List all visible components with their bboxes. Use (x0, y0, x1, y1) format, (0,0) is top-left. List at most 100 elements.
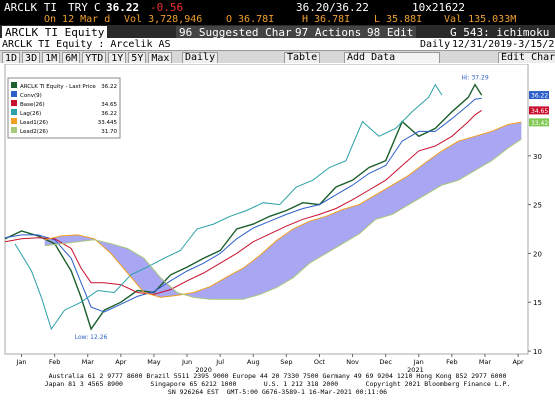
menu-bar: ARCLK TI Equity 96 Suggested Charts 97 A… (0, 25, 555, 38)
security-name: ARCLK TI Equity : Arcelik AS (2, 39, 171, 50)
x-tick-label: Feb (49, 358, 61, 366)
legend-label: Conv(9) (20, 93, 42, 99)
edit-chart-button[interactable]: Edit Chart (498, 52, 555, 63)
legend-value: 34.65 (101, 102, 117, 108)
menu-item[interactable]: 98 Edit (364, 26, 417, 38)
low: L 35.88I (374, 14, 423, 25)
change: -0.56 (150, 1, 184, 13)
range-buttons: 1D 3D 1M 6M YTD 1Y 5Y Max (2, 52, 174, 63)
y-tick-label: 15 (533, 299, 542, 307)
value-tag (529, 106, 549, 115)
size: 10x21622 (412, 1, 465, 13)
range-button[interactable]: 1D (2, 52, 21, 63)
y-tick-label: 25 (533, 202, 542, 210)
range-button[interactable]: 1Y (108, 52, 127, 63)
x-tick-label: Dec (379, 358, 392, 366)
range-button[interactable]: 5Y (128, 52, 147, 63)
value-tag (529, 118, 549, 127)
x-tick-label: Sep (280, 358, 292, 366)
footer-line: Australia 61 2 9777 8600 Brazil 5511 239… (48, 372, 507, 380)
series-line (44, 138, 522, 300)
price: 36.22 (106, 1, 140, 13)
period: Daily (420, 39, 451, 50)
high: H 36.78I (302, 14, 351, 25)
legend: ARCLK TI Equity - Last Price 36.22 Conv(9)… (7, 77, 121, 139)
legend-value: 31.70 (101, 129, 117, 135)
legend-value: 36.22 (101, 84, 117, 90)
ticker: ARCLK TI (4, 1, 57, 13)
y-tick-label: 20 (533, 250, 542, 258)
x-tick-label: Mar (82, 358, 95, 366)
legend-swatch (11, 82, 17, 88)
bid-ask: 36.20/36.22 (296, 1, 369, 13)
legend-value: 36.22 (101, 111, 117, 117)
table-button[interactable]: Table (284, 52, 321, 63)
range-button[interactable]: YTD (82, 52, 107, 63)
quote-bar: ARCLK TI TRY C 36.22 -0.56 36.20/36.22 1… (0, 0, 555, 13)
value-traded: Val 135.033M (444, 14, 517, 25)
currency: TRY (68, 1, 88, 13)
toolbar: 1D 3D 1M 6M YTD 1Y 5Y Max Daily Table Add Data … (0, 51, 555, 63)
range-button[interactable]: Max (148, 52, 173, 63)
add-data-field[interactable]: Add Data (344, 52, 440, 63)
legend-swatch (11, 91, 17, 97)
value-tag-label: 36.22 (531, 93, 548, 100)
frequency-dropdown[interactable]: Daily (182, 52, 219, 63)
legend-swatch (11, 109, 17, 115)
range-button[interactable]: 1M (42, 52, 61, 63)
x-tick-label: Mar (479, 358, 492, 366)
x-tick-label: Jan (16, 358, 27, 366)
annotation: Low: 12.26 (75, 334, 108, 341)
series-line (44, 121, 522, 298)
open: O 36.78I (226, 14, 275, 25)
title-bar: ARCLK TI Equity : Arcelik AS Daily 12/31… (0, 38, 555, 51)
x-tick-label: Oct (314, 358, 326, 366)
value-tag-label: 33.42 (531, 120, 548, 127)
page-code: G 543: ichimoku (450, 26, 550, 38)
y-tick-label: 30 (533, 153, 542, 161)
legend-swatch (11, 127, 17, 133)
series-line (5, 109, 482, 295)
x-tick-label: Apr (115, 358, 127, 366)
footer-line: SN 926264 EST GMT-5:00 G676-3589-1 16-Ma… (167, 388, 388, 396)
legend-label: Base(26) (20, 102, 45, 108)
legend-box (7, 77, 121, 139)
date-line: On 12 Mar d (44, 14, 111, 25)
menu-item[interactable]: 97 Actions (292, 26, 365, 38)
x-tick-label: Jan (413, 358, 424, 366)
x-tick-label: Nov (346, 358, 359, 366)
value-tag-label: 34.65 (531, 108, 548, 115)
security-field[interactable]: ARCLK TI Equity (2, 26, 108, 38)
x-tick-label: May (147, 358, 161, 366)
annotation: Hi: 37.29 (461, 75, 488, 82)
series-line (14, 83, 443, 331)
legend-swatch (11, 118, 17, 124)
legend-swatch (11, 100, 17, 106)
series-line (5, 83, 483, 331)
volume: Vol 3,728,946 (124, 14, 203, 25)
x-tick-label: Jul (215, 358, 224, 366)
range-button[interactable]: 3D (22, 52, 41, 63)
range-button[interactable]: 6M (62, 52, 81, 63)
stats-bar: On 12 Mar d Vol 3,728,946 O 36.78I H 36.… (0, 13, 555, 25)
legend-label: Lead2(26) (20, 129, 48, 135)
footer-line: Japan 81 3 4565 8900 Singapore 65 6212 1… (44, 380, 511, 388)
x-tick-label: Feb (446, 358, 458, 366)
series-line (5, 97, 482, 313)
x-tick-label: Apr (512, 358, 524, 366)
year-label: 2020 (195, 366, 212, 374)
date-range: 12/31/2019-3/15/2021 (452, 39, 555, 50)
legend-label: Lead1(26) (20, 120, 48, 126)
year-label: 2021 (407, 366, 424, 374)
legend-label: ARCLK TI Equity - Last Price (20, 84, 96, 90)
y-tick-label: 10 (533, 348, 542, 356)
menu-item[interactable]: 96 Suggested Charts (176, 26, 308, 38)
x-tick-label: Jun (181, 358, 192, 366)
chart: ARCLK TI Equity - Last Price 36.22 Conv(9)… (4, 64, 549, 374)
legend-value: 33.445 (98, 120, 118, 126)
price-flag: C (94, 1, 101, 13)
value-tag (529, 91, 549, 100)
legend-label: Lag(26) (20, 111, 41, 117)
cloud (44, 122, 522, 300)
